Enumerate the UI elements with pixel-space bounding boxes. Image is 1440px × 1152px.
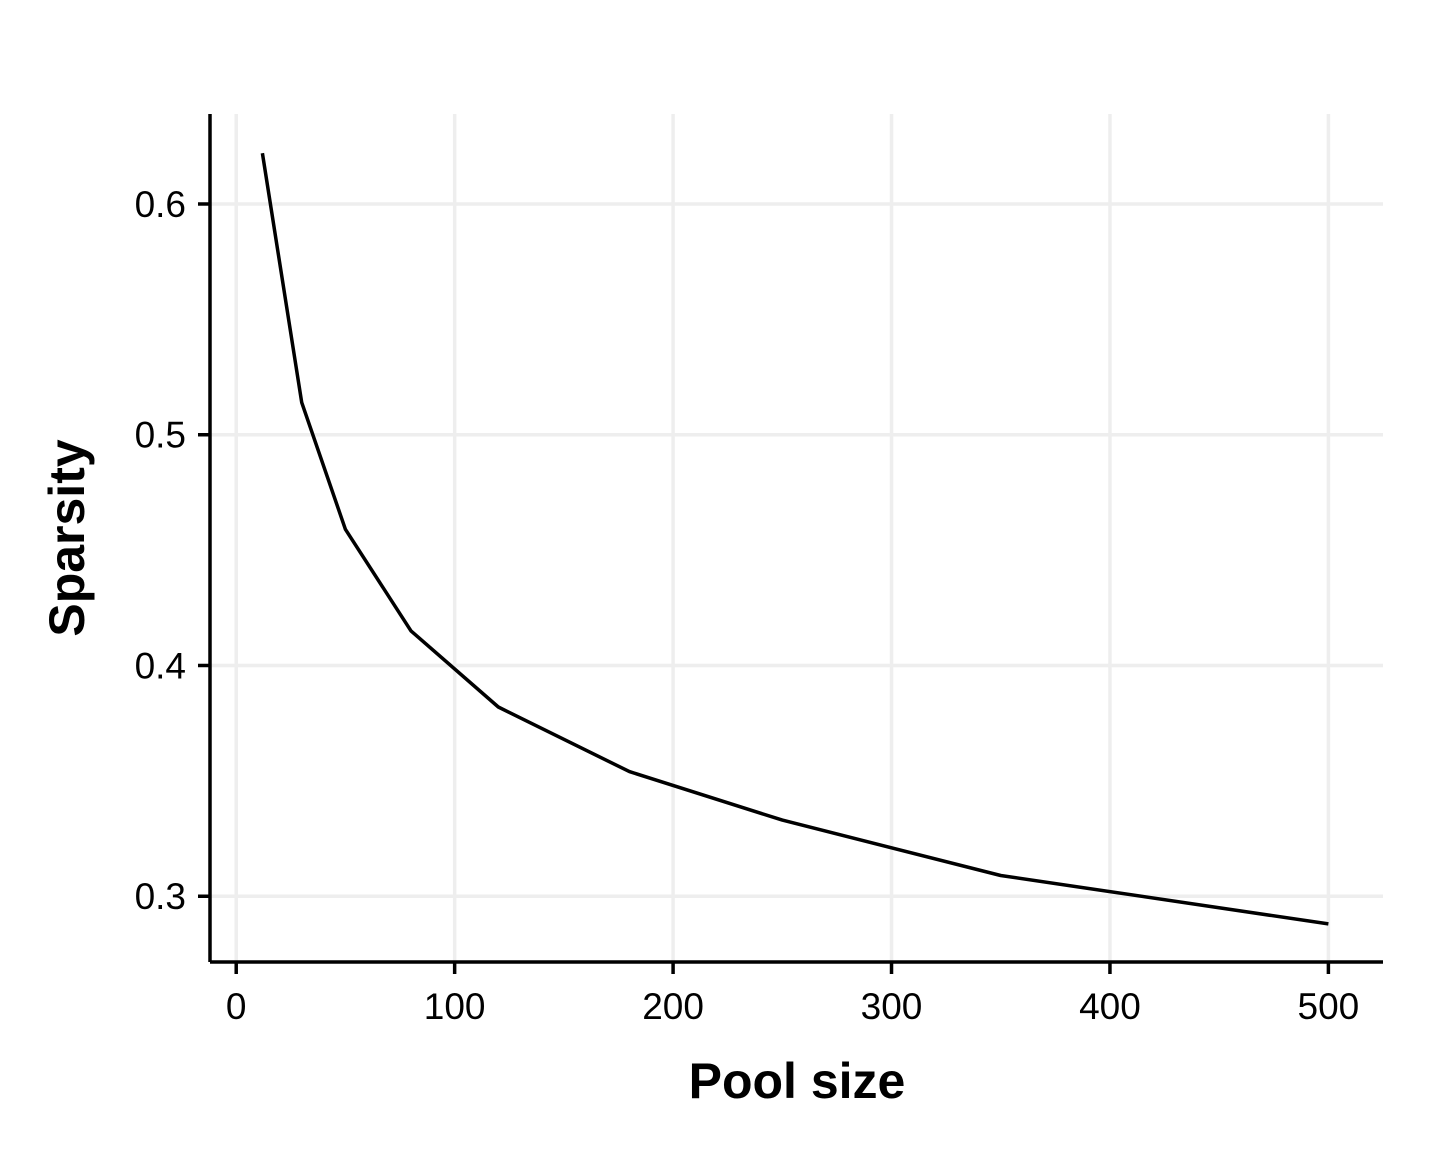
x-axis-title: Pool size xyxy=(689,1053,906,1109)
y-tick-label: 0.4 xyxy=(135,645,186,686)
y-tick-label: 0.5 xyxy=(135,415,186,456)
x-tick-label: 400 xyxy=(1079,986,1141,1027)
x-ticks: 0 100 200 300 400 500 xyxy=(226,962,1359,1027)
x-tick-label: 100 xyxy=(424,986,486,1027)
y-tick-label: 0.6 xyxy=(135,184,186,225)
series-layer xyxy=(260,152,1329,926)
x-tick-label: 200 xyxy=(642,986,704,1027)
grid-lines xyxy=(210,114,1383,962)
x-tick-label: 500 xyxy=(1298,986,1360,1027)
axes xyxy=(208,114,1383,964)
y-tick-label: 0.3 xyxy=(135,876,186,917)
x-tick-label: 0 xyxy=(226,986,247,1027)
x-tick-label: 300 xyxy=(861,986,923,1027)
y-axis-title: Sparsity xyxy=(39,439,95,637)
series-line xyxy=(260,152,1329,926)
y-ticks: 0.3 0.4 0.5 0.6 xyxy=(135,184,210,917)
